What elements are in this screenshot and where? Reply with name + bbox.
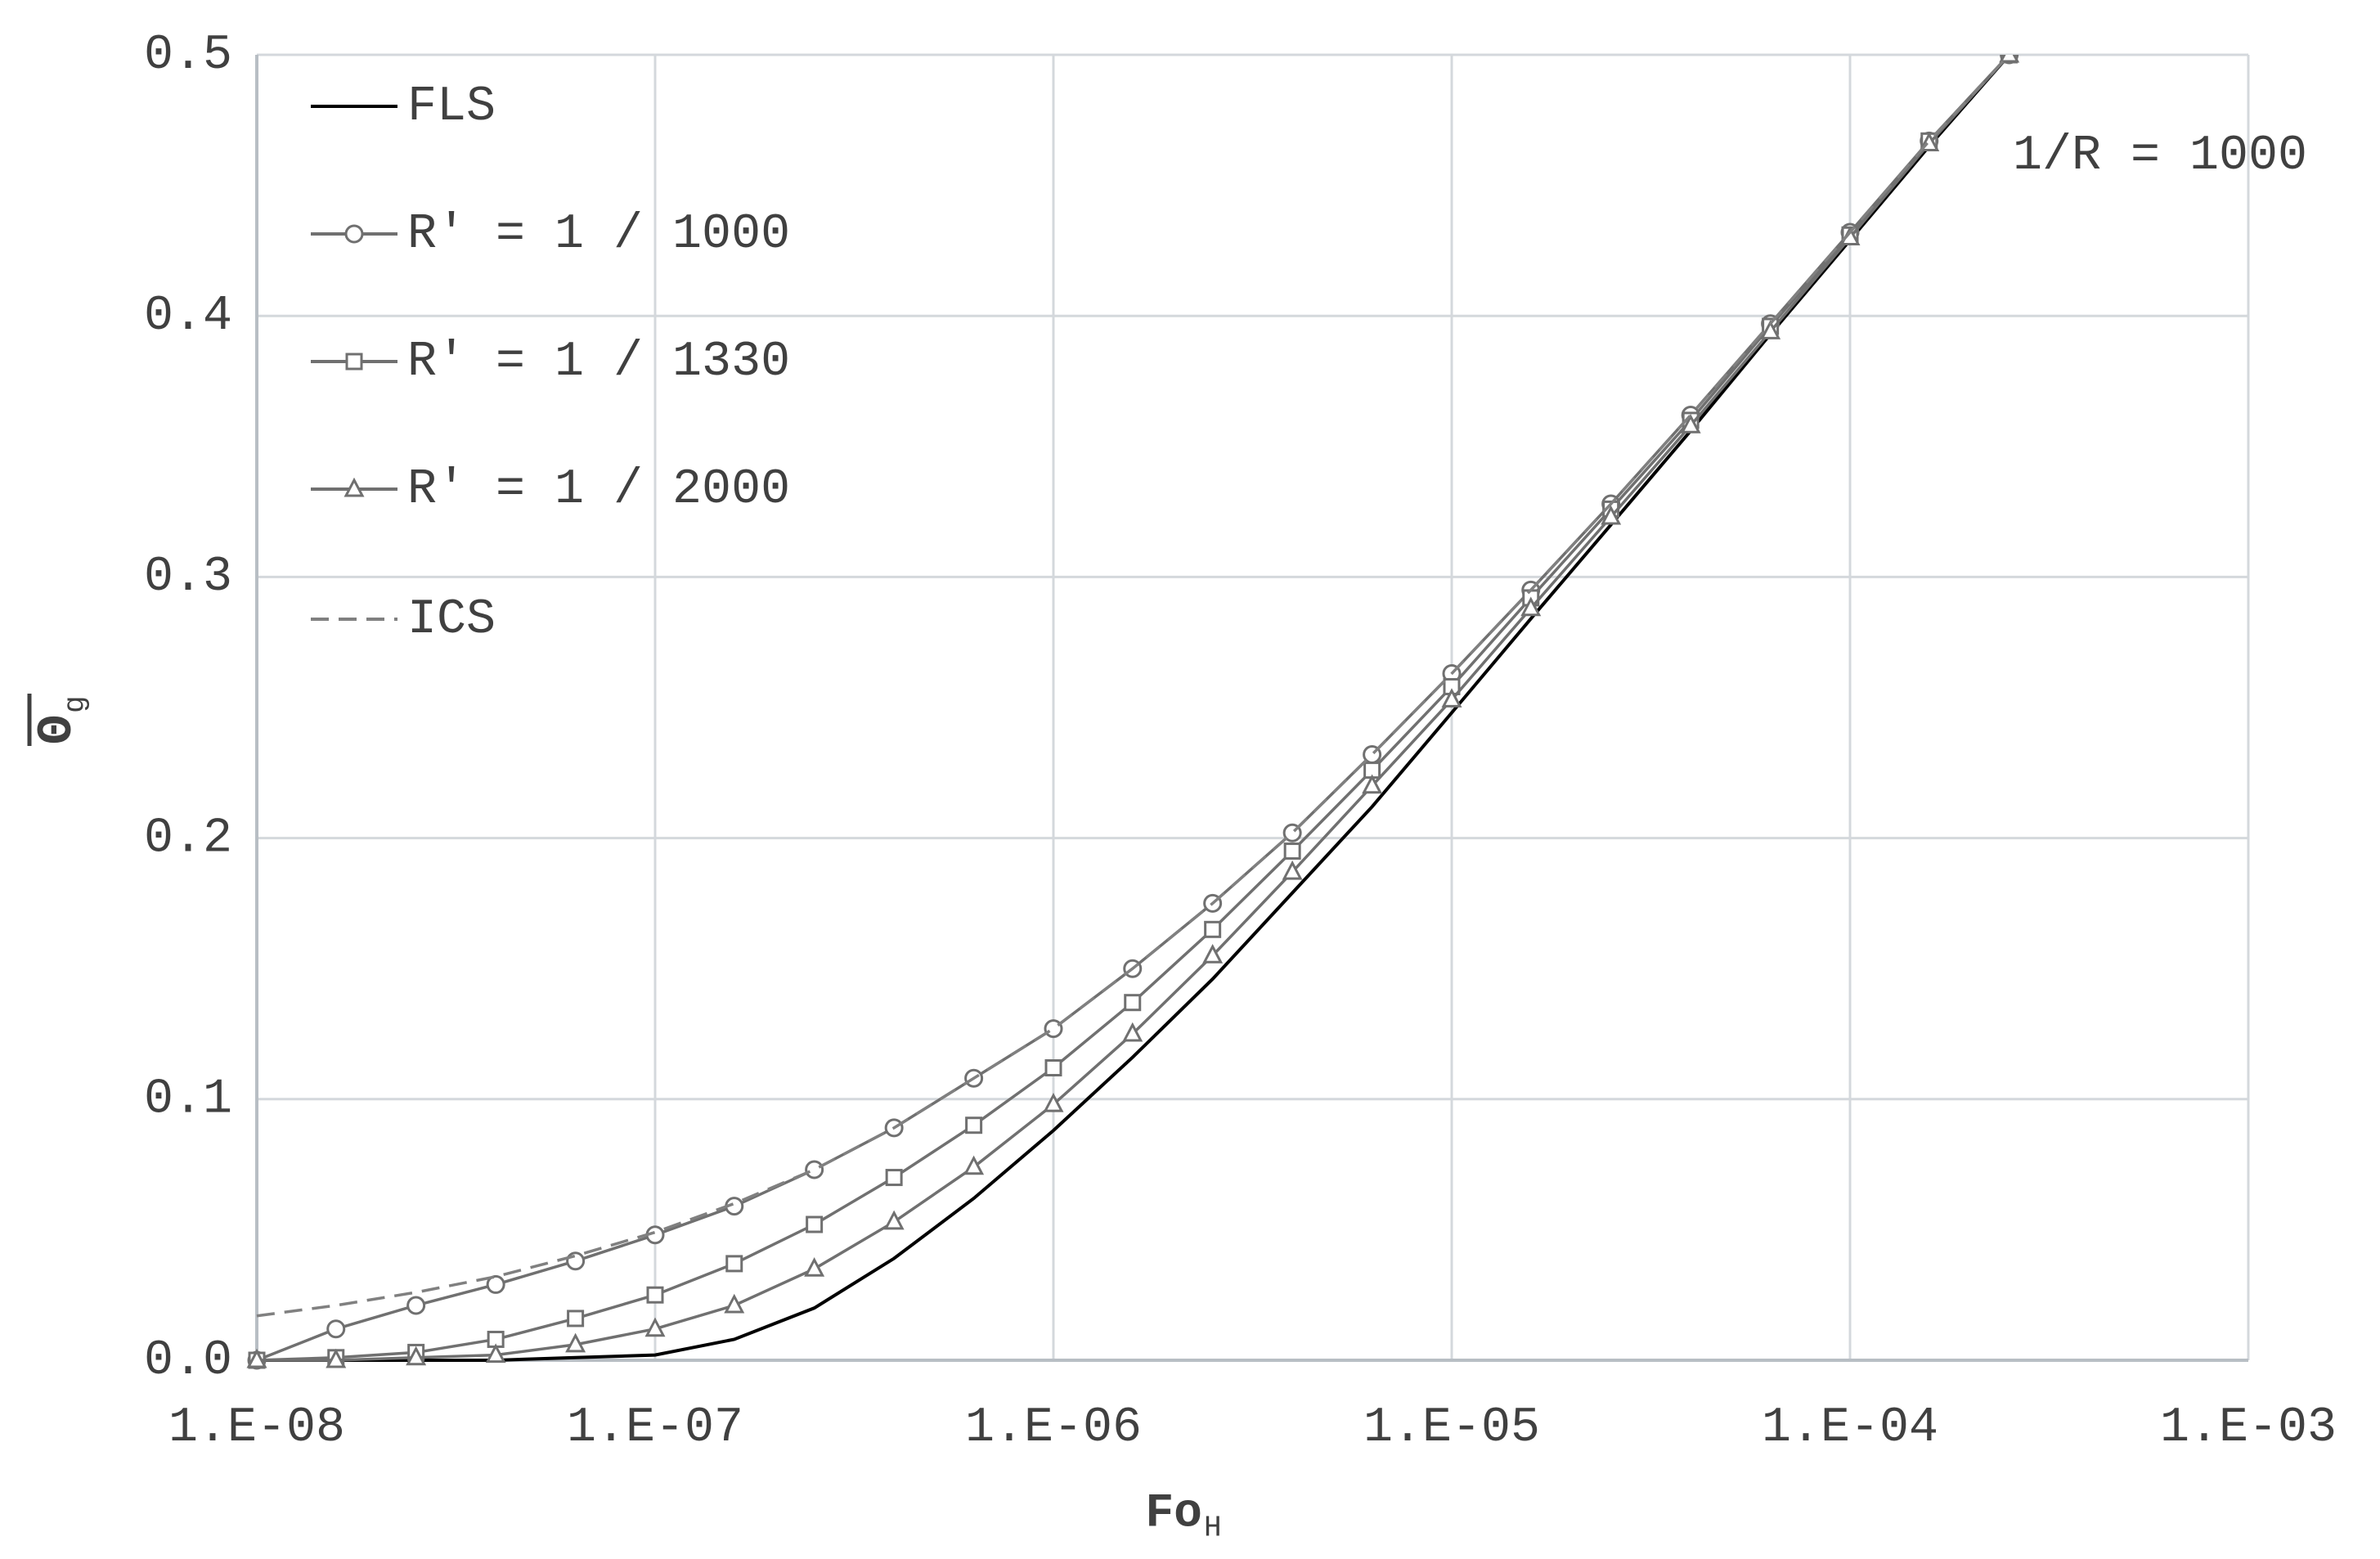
marker — [805, 1160, 824, 1179]
marker — [1044, 1058, 1062, 1076]
marker — [1999, 55, 2020, 63]
marker — [1362, 774, 1383, 794]
marker — [326, 1319, 346, 1339]
marker — [725, 1255, 743, 1273]
marker — [1202, 944, 1224, 964]
x-tick-label: 1.E-07 — [567, 1400, 743, 1456]
marker — [326, 1348, 347, 1368]
marker — [406, 1296, 426, 1315]
y-axis-title-group: Θ g — [27, 694, 92, 746]
marker — [345, 353, 363, 371]
marker — [806, 1215, 824, 1233]
y-tick-label: 0.3 — [144, 550, 232, 605]
y-axis-title-sub: g — [59, 695, 92, 713]
series-line — [257, 55, 2011, 1362]
annotation: 1/R = 1000 — [2013, 128, 2307, 184]
plot-area — [246, 55, 2020, 1370]
x-tick-label: 1.E-04 — [1762, 1400, 1938, 1456]
marker — [885, 1169, 903, 1187]
y-tick-label: 0.4 — [144, 289, 232, 344]
marker — [804, 1257, 825, 1277]
marker — [344, 477, 365, 497]
x-tick-label: 1.E-06 — [965, 1400, 1142, 1456]
y-tick-label: 0.1 — [144, 1072, 232, 1128]
x-tick-label: 1.E-08 — [168, 1400, 345, 1456]
marker — [646, 1286, 664, 1304]
marker — [963, 1155, 985, 1175]
marker — [1283, 842, 1301, 860]
legend-label: ICS — [407, 592, 496, 648]
marker — [1441, 688, 1462, 708]
marker — [406, 1346, 427, 1366]
marker — [344, 224, 364, 244]
marker — [1680, 414, 1701, 434]
marker — [486, 1274, 505, 1294]
x-tick-label: 1.E-05 — [1363, 1400, 1540, 1456]
marker — [1601, 505, 1622, 525]
y-tick-label: 0.2 — [144, 811, 232, 866]
marker — [1122, 1022, 1143, 1042]
y-axis-title: Θ — [30, 715, 86, 744]
y-tick-label: 0.0 — [144, 1333, 232, 1389]
marker — [485, 1343, 506, 1364]
legend-label: R' = 1 / 2000 — [407, 462, 790, 518]
x-axis-title: Fo — [1145, 1487, 1202, 1540]
marker — [565, 1332, 586, 1353]
legend-label: R' = 1 / 1330 — [407, 335, 790, 390]
marker — [1124, 994, 1142, 1012]
marker — [644, 1317, 666, 1337]
marker — [567, 1310, 585, 1328]
marker — [965, 1116, 983, 1134]
x-axis-title-sub: H — [1204, 1512, 1222, 1545]
legend-label: R' = 1 / 1000 — [407, 207, 790, 263]
marker — [246, 1348, 267, 1368]
marker — [1204, 920, 1222, 938]
legend-label: FLS — [407, 79, 496, 135]
marker — [1520, 596, 1542, 617]
x-tick-label: 1.E-03 — [2160, 1400, 2337, 1456]
marker — [883, 1210, 905, 1230]
marker — [1282, 860, 1303, 880]
y-tick-label: 0.5 — [144, 28, 232, 83]
marker — [724, 1293, 745, 1314]
series-line — [256, 55, 2010, 1318]
marker — [1760, 320, 1781, 339]
marker — [566, 1251, 586, 1271]
marker — [1043, 1092, 1064, 1112]
